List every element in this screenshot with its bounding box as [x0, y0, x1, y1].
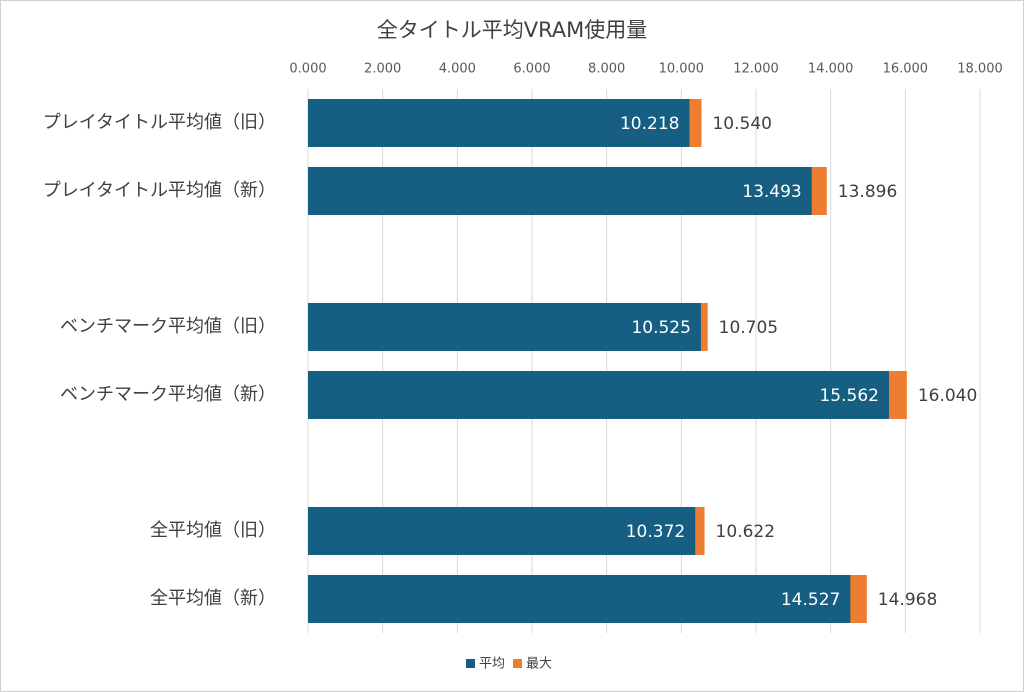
x-tick-label: 2.000 [364, 62, 401, 77]
legend-swatch [513, 659, 523, 668]
x-tick-label: 10.000 [659, 62, 705, 77]
x-tick-label: 8.000 [588, 62, 625, 77]
data-label: 10.622 [716, 522, 775, 542]
data-label: 10.525 [631, 318, 690, 338]
x-tick-label: 18.000 [957, 62, 1003, 77]
bar [308, 575, 851, 623]
bar [308, 99, 690, 147]
data-label: 15.562 [819, 386, 878, 406]
chart-title: 全タイトル平均VRAM使用量 [377, 18, 648, 42]
y-tick-label: ベンチマーク平均値（旧） [60, 316, 276, 337]
data-label: 10.705 [719, 318, 778, 338]
legend-swatch [466, 659, 475, 668]
y-tick-label: 全平均値（新） [150, 588, 276, 609]
y-tick-label: プレイタイトル平均値（旧） [43, 112, 276, 133]
x-tick-label: 14.000 [808, 62, 854, 77]
x-tick-label: 0.000 [289, 62, 326, 77]
bar [308, 167, 812, 215]
data-label: 14.527 [781, 590, 840, 610]
data-label: 13.896 [838, 182, 897, 202]
y-tick-label: プレイタイトル平均値（新） [43, 180, 276, 201]
x-tick-label: 6.000 [513, 62, 550, 77]
legend-label: 最大 [526, 657, 552, 672]
x-tick-label: 4.000 [439, 62, 476, 77]
x-tick-label: 16.000 [883, 62, 929, 77]
bar [308, 507, 696, 555]
data-label: 10.372 [626, 522, 685, 542]
x-tick-label: 12.000 [733, 62, 779, 77]
bar [308, 303, 701, 351]
bar [308, 371, 889, 419]
data-label: 14.968 [878, 590, 937, 610]
legend-label: 平均 [479, 657, 505, 672]
y-tick-label: 全平均値（旧） [150, 520, 276, 541]
data-label: 13.493 [742, 182, 801, 202]
y-tick-label: ベンチマーク平均値（新） [60, 384, 276, 405]
data-label: 10.218 [620, 114, 679, 134]
data-label: 10.540 [712, 114, 771, 134]
data-label: 16.040 [918, 386, 977, 406]
